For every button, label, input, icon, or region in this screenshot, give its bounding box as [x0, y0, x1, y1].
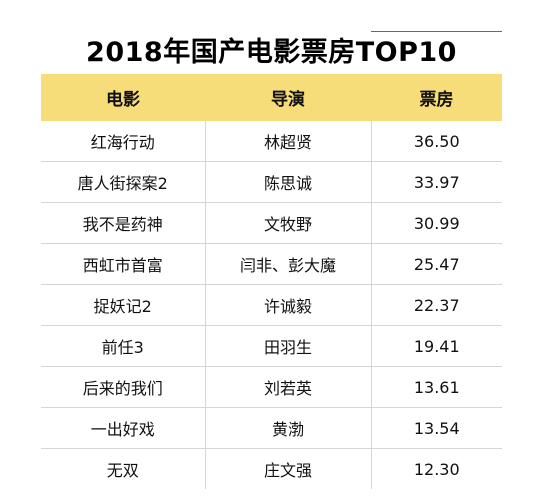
- cell-movie[interactable]: 前任3: [41, 326, 205, 367]
- table-body: 红海行动 林超贤 36.50 唐人街探案2 陈思诚 33.97 我不是药神 文牧…: [41, 121, 502, 489]
- table-title: 2018年国产电影票房TOP10: [41, 32, 502, 74]
- cell-box-office[interactable]: 22.37: [371, 285, 502, 326]
- cell-box-office[interactable]: 13.61: [371, 367, 502, 408]
- cell-movie[interactable]: 一出好戏: [41, 408, 205, 449]
- cell-movie[interactable]: 西虹市首富: [41, 244, 205, 285]
- table-row: 唐人街探案2 陈思诚 33.97: [41, 162, 502, 203]
- cell-director[interactable]: 黄渤: [205, 408, 371, 449]
- cell-movie[interactable]: 捉妖记2: [41, 285, 205, 326]
- table-row: 无双 庄文强 12.30: [41, 449, 502, 490]
- cell-box-office[interactable]: 13.54: [371, 408, 502, 449]
- cell-director[interactable]: 庄文强: [205, 449, 371, 490]
- cell-movie[interactable]: 红海行动: [41, 121, 205, 162]
- table-row: 捉妖记2 许诚毅 22.37: [41, 285, 502, 326]
- cell-director[interactable]: 许诚毅: [205, 285, 371, 326]
- cell-director[interactable]: 闫非、彭大魔: [205, 244, 371, 285]
- table-header: 电影 导演 票房: [41, 74, 502, 121]
- cell-director[interactable]: 文牧野: [205, 203, 371, 244]
- cell-box-office[interactable]: 30.99: [371, 203, 502, 244]
- header-row: 电影 导演 票房: [41, 74, 502, 121]
- cell-movie[interactable]: 唐人街探案2: [41, 162, 205, 203]
- table-row: 前任3 田羽生 19.41: [41, 326, 502, 367]
- cell-director[interactable]: 陈思诚: [205, 162, 371, 203]
- table-row: 一出好戏 黄渤 13.54: [41, 408, 502, 449]
- table-row: 我不是药神 文牧野 30.99: [41, 203, 502, 244]
- cell-box-office[interactable]: 25.47: [371, 244, 502, 285]
- cell-director[interactable]: 刘若英: [205, 367, 371, 408]
- header-cell-director[interactable]: 导演: [205, 74, 371, 121]
- header-cell-box-office[interactable]: 票房: [371, 74, 502, 121]
- cell-movie[interactable]: 我不是药神: [41, 203, 205, 244]
- cell-box-office[interactable]: 33.97: [371, 162, 502, 203]
- cell-box-office[interactable]: 36.50: [371, 121, 502, 162]
- table-row: 西虹市首富 闫非、彭大魔 25.47: [41, 244, 502, 285]
- table-row: 红海行动 林超贤 36.50: [41, 121, 502, 162]
- table-row: 后来的我们 刘若英 13.61: [41, 367, 502, 408]
- header-cell-movie[interactable]: 电影: [41, 74, 205, 121]
- cell-director[interactable]: 田羽生: [205, 326, 371, 367]
- cell-box-office[interactable]: 19.41: [371, 326, 502, 367]
- cell-director[interactable]: 林超贤: [205, 121, 371, 162]
- cell-box-office[interactable]: 12.30: [371, 449, 502, 490]
- cell-movie[interactable]: 后来的我们: [41, 367, 205, 408]
- cell-movie[interactable]: 无双: [41, 449, 205, 490]
- box-office-table: 电影 导演 票房 红海行动 林超贤 36.50 唐人街探案2 陈思诚 33.97…: [41, 74, 502, 489]
- spreadsheet-table-region: 2018年国产电影票房TOP10 电影 导演 票房 红海行动 林超贤 36.50…: [41, 32, 502, 489]
